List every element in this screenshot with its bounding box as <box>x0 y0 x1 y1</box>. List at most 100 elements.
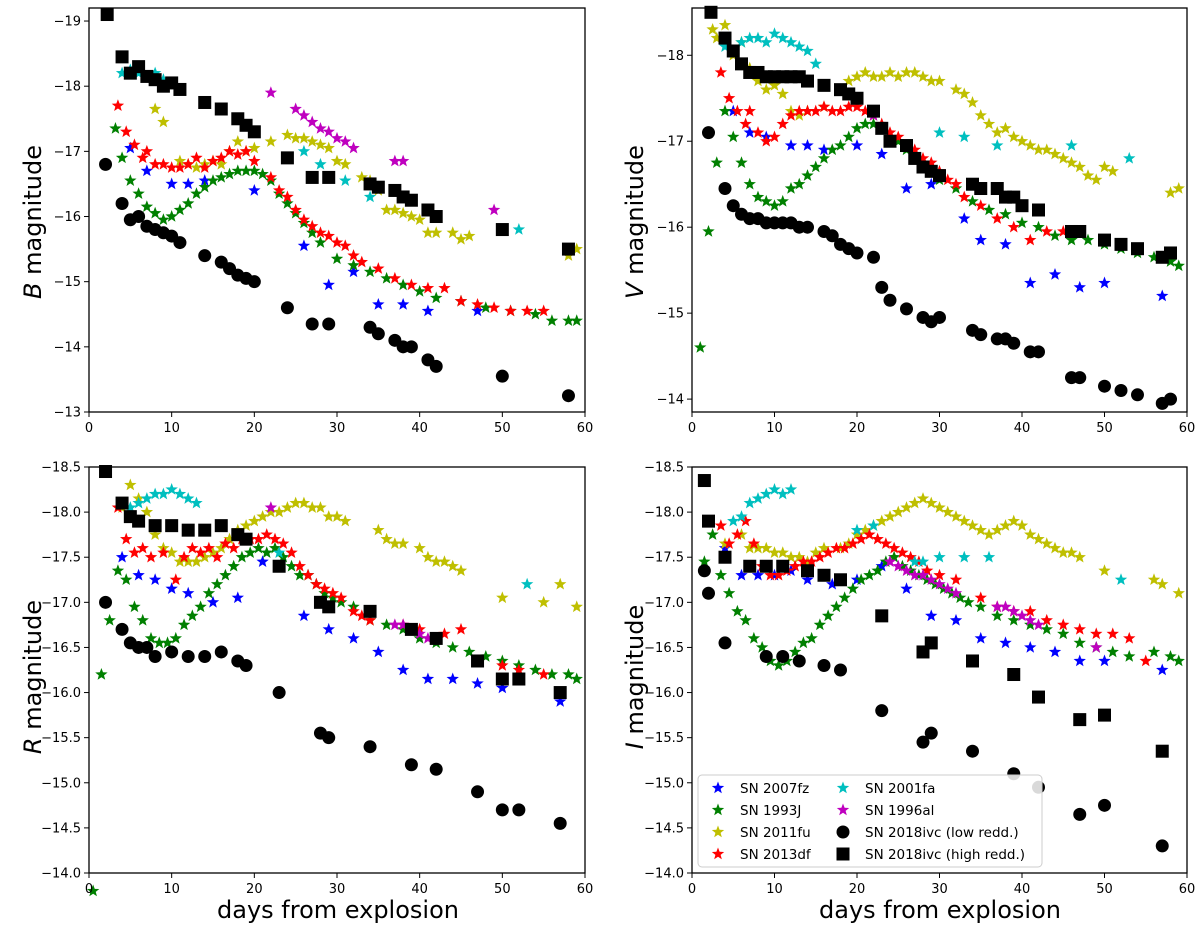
point-i-sn-1996al <box>1015 609 1029 622</box>
point-i-sn-2011fu <box>1147 573 1161 586</box>
point-r-sn-2011fu <box>421 550 435 563</box>
point-b-sn-2007fz <box>372 297 385 310</box>
point-r-sn-1993j <box>479 649 492 662</box>
point-i-sn-2013df <box>846 537 860 549</box>
ylabel-b: B magnitude <box>19 145 47 299</box>
point-i-sn-1993j <box>714 568 728 581</box>
point-i-sn-2018ivc-low-redd <box>718 636 732 650</box>
point-i-sn-2018ivc-low-redd <box>834 663 847 677</box>
points-v <box>694 5 1185 410</box>
point-r-sn-2018ivc-high-redd <box>553 686 567 700</box>
point-v-sn-2011fu <box>908 65 921 78</box>
point-i-sn-2018ivc-low-redd <box>924 726 938 740</box>
xtick-label-v: 30 <box>931 421 948 436</box>
point-r-sn-1993j <box>562 668 575 680</box>
point-b-sn-2011fu <box>570 242 583 255</box>
point-b-sn-1996al <box>314 122 327 134</box>
xtick-label-b: 60 <box>577 421 594 436</box>
legend-label-sn-1993j: SN 1993J <box>740 803 801 819</box>
point-v-sn-2011fu <box>1065 156 1078 168</box>
point-i-sn-2011fu <box>1057 546 1070 558</box>
point-r-sn-2013df <box>363 613 377 626</box>
point-r-sn-2011fu <box>380 532 393 545</box>
point-b-sn-2013df <box>339 239 352 252</box>
point-b-sn-2013df <box>504 304 517 317</box>
point-r-sn-2018ivc-low-redd <box>512 803 526 817</box>
point-v-sn-2001fa <box>933 126 946 138</box>
point-v-sn-2007fz <box>925 177 938 190</box>
point-v-sn-2011fu <box>706 22 719 35</box>
point-i-sn-2018ivc-low-redd <box>817 658 831 672</box>
ylabel-r-rest: magnitude <box>19 600 47 737</box>
point-r-sn-2011fu <box>215 541 228 554</box>
point-v-sn-1993j <box>718 104 732 117</box>
point-b-sn-2001fa <box>115 66 129 79</box>
point-b-sn-2018ivc-high-redd <box>214 102 228 116</box>
point-v-sn-2011fu <box>1106 164 1119 177</box>
ylabel-v-italic: V <box>621 281 649 299</box>
point-r-sn-2011fu <box>446 559 459 572</box>
point-r-sn-2018ivc-high-redd <box>214 519 228 533</box>
point-i-sn-2013df <box>1073 622 1086 635</box>
point-b-sn-1993j <box>281 196 294 209</box>
point-r-sn-1993j <box>136 613 149 626</box>
point-v-sn-2018ivc-low-redd <box>1098 379 1111 393</box>
point-i-sn-2011fu <box>949 510 963 522</box>
point-v-sn-2018ivc-low-redd <box>1131 388 1144 402</box>
point-v-sn-2011fu <box>718 18 732 31</box>
point-b-sn-2013df <box>421 281 435 294</box>
point-b-sn-2013df <box>347 249 360 261</box>
point-b-sn-2013df <box>388 271 402 284</box>
point-r-sn-2018ivc-high-redd <box>198 523 212 537</box>
point-r-sn-2001fa <box>182 492 195 504</box>
point-v-sn-2001fa <box>751 31 765 44</box>
point-i-sn-2013df <box>813 550 827 563</box>
point-v-sn-2011fu <box>900 65 913 78</box>
point-i-sn-2007fz <box>718 541 732 554</box>
point-r-sn-2011fu <box>256 510 269 522</box>
point-i-sn-2018ivc-low-redd <box>697 564 711 578</box>
point-r-sn-2018ivc-high-redd <box>181 523 195 537</box>
point-i-sn-2001fa <box>982 550 996 563</box>
ylabel-i-rest: magnitude <box>621 605 649 742</box>
point-r-sn-2001fa <box>272 546 286 558</box>
point-v-sn-2011fu <box>1090 173 1103 186</box>
point-r-sn-2018ivc-high-redd <box>512 672 526 686</box>
ytick-label-v: −17 <box>657 135 684 150</box>
point-v-sn-1993j <box>1015 216 1029 229</box>
point-i-sn-1993j <box>1024 618 1037 631</box>
point-i-sn-2011fu <box>991 523 1004 536</box>
point-i-sn-1993j <box>830 600 843 613</box>
point-i-sn-2018ivc-high-redd <box>834 573 847 587</box>
point-i-sn-2013df <box>1024 604 1037 617</box>
point-i-sn-1996al <box>1090 640 1103 653</box>
ytick-label-r: −18.0 <box>41 506 81 521</box>
ytick-label-b: −17 <box>54 145 81 160</box>
point-b-sn-2011fu <box>281 128 294 141</box>
point-v-sn-1993j <box>892 134 905 147</box>
point-i-sn-1996al <box>892 559 905 572</box>
axes-frame-b <box>88 7 586 413</box>
legend-marker-sn-1996al <box>836 803 850 816</box>
point-r-sn-2018ivc-low-redd <box>363 740 377 754</box>
point-v-sn-1993j <box>1172 259 1185 272</box>
point-v-sn-1993j <box>834 139 847 151</box>
point-i-sn-2018ivc-high-redd <box>1073 713 1087 727</box>
xtick-label-b: 10 <box>163 421 180 436</box>
point-i-sn-2018ivc-high-redd <box>1032 690 1045 704</box>
point-v-sn-2018ivc-high-redd <box>1114 237 1128 251</box>
point-i-sn-2001fa <box>908 555 921 567</box>
point-b-sn-1993j <box>330 252 344 265</box>
point-v-sn-2011fu <box>1032 143 1045 156</box>
point-i-sn-2011fu <box>1172 586 1185 599</box>
point-b-sn-2018ivc-high-redd <box>100 8 114 22</box>
ytick-label-v: −18 <box>657 49 684 64</box>
point-i-sn-2013df <box>1106 627 1119 640</box>
xtick-label-r: 60 <box>577 882 594 897</box>
point-v-sn-2001fa <box>1123 151 1136 164</box>
point-r-sn-2013df <box>128 546 141 558</box>
point-v-sn-2013df <box>826 104 839 117</box>
ytick-label-i: −15.0 <box>644 776 684 791</box>
point-i-sn-1993j <box>1123 649 1136 662</box>
point-v-sn-2007fz <box>1048 267 1062 280</box>
